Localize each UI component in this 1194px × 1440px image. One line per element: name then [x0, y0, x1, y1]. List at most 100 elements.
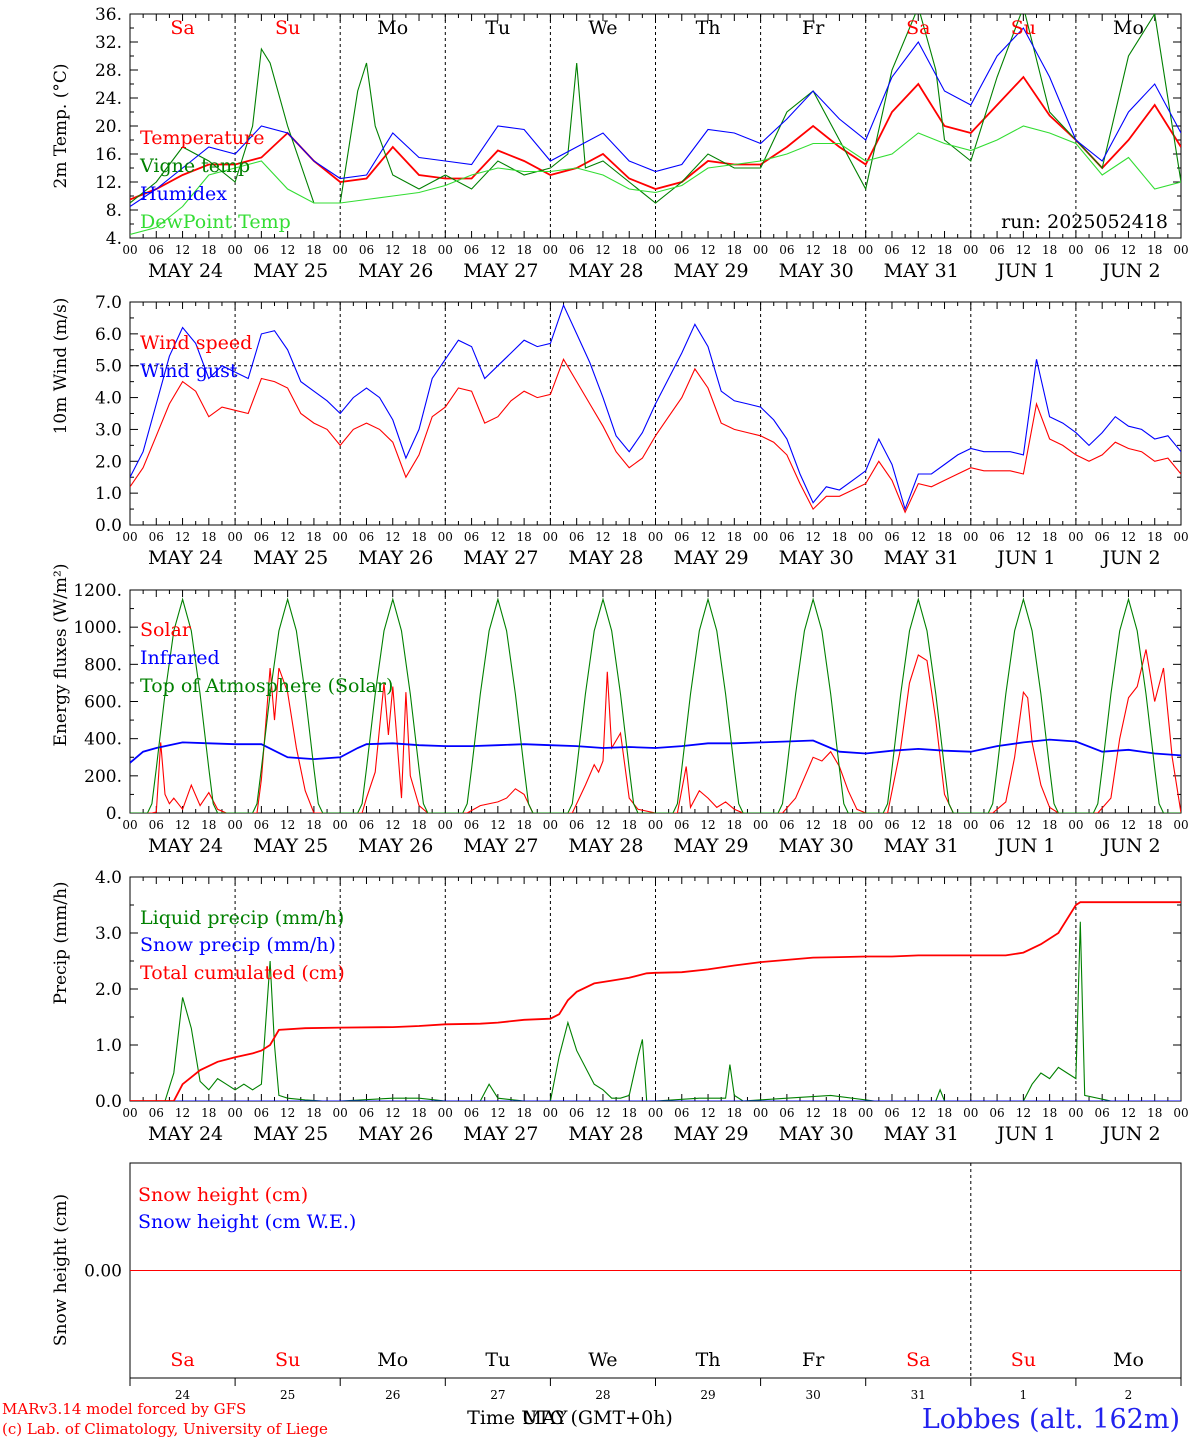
hour-tick-label: 00	[227, 1106, 242, 1120]
hour-tick-label: 06	[464, 1106, 479, 1120]
weekday-label: Th	[696, 17, 721, 39]
hour-tick-label: 06	[359, 818, 374, 832]
series-line-1	[130, 14, 1181, 204]
hour-tick-label: 12	[490, 530, 505, 544]
hour-tick-label: 18	[937, 818, 952, 832]
day-label: MAY 30	[779, 260, 854, 282]
legend-entry: Liquid precip (mm/h)	[140, 907, 344, 929]
legend-entry: Humidex	[140, 183, 227, 205]
hour-tick-label: 18	[1147, 530, 1162, 544]
hour-tick-label: 06	[464, 818, 479, 832]
hour-tick-label: 18	[622, 1106, 637, 1120]
hour-tick-label: 00	[122, 818, 137, 832]
hour-tick-label: 00	[333, 243, 348, 257]
y-tick-label: 20.	[95, 117, 122, 137]
series-group	[130, 303, 1181, 514]
weekday-label: Mo	[1113, 1349, 1144, 1371]
series-line-2	[130, 27, 1181, 207]
hour-tick-label: 00	[1173, 243, 1188, 257]
hour-tick-label: 18	[1147, 243, 1162, 257]
hour-tick-label: 12	[1016, 818, 1031, 832]
hour-tick-label: 06	[464, 530, 479, 544]
hour-tick-label: 18	[937, 1106, 952, 1120]
panel-1: 00 06 12 18 00 06 12 18 00 06 12 18 00 06 12 18 00 06 12 18…	[51, 5, 1189, 282]
legend-entry: Snow height (cm W.E.)	[138, 1211, 356, 1233]
weekday-label: Fr	[802, 17, 825, 39]
weekday-label: Tu	[485, 1349, 510, 1371]
day-label: JUN 1	[995, 835, 1055, 857]
day-label: MAY 30	[779, 547, 854, 569]
series-group	[130, 901, 1181, 1101]
hour-tick-label: 06	[989, 818, 1004, 832]
day-label: MAY 30	[779, 1123, 854, 1145]
hour-tick-label: 12	[911, 818, 926, 832]
hour-tick-label: 12	[385, 1106, 400, 1120]
day-label: JUN 1	[995, 547, 1055, 569]
hour-tick-label: 06	[674, 530, 689, 544]
series-group	[130, 597, 1181, 813]
hour-tick-label: 06	[1095, 818, 1110, 832]
hour-tick-label: 06	[254, 530, 269, 544]
hour-tick-label: 06	[569, 818, 584, 832]
hour-tick-label: 00	[858, 1106, 873, 1120]
weekday-label: We	[588, 1349, 617, 1371]
series-line-2	[130, 597, 1181, 813]
hour-tick-label: 12	[911, 530, 926, 544]
weekday-label: We	[588, 17, 617, 39]
hour-tick-label: 00	[1068, 243, 1083, 257]
hour-tick-label: 00	[648, 530, 663, 544]
hour-tick-label: 18	[727, 243, 742, 257]
y-tick-label: 0.	[106, 804, 122, 824]
hour-tick-label: 18	[516, 243, 531, 257]
hour-tick-label: 18	[411, 530, 426, 544]
hour-tick-label: 00	[543, 243, 558, 257]
hour-tick-label: 06	[464, 243, 479, 257]
y-tick-label: 16.	[95, 145, 122, 165]
day-label: MAY 28	[568, 547, 643, 569]
hour-tick-label: 06	[884, 530, 899, 544]
y-tick-label: 2.0	[95, 452, 122, 472]
hour-tick-label: 06	[1095, 243, 1110, 257]
hour-tick-label: 18	[1042, 818, 1057, 832]
day-label: MAY 24	[148, 260, 223, 282]
hour-tick-label: 18	[1042, 530, 1057, 544]
hour-tick-label: 18	[411, 1106, 426, 1120]
hour-tick-label: 00	[122, 1106, 137, 1120]
y-axis-label: 2m Temp. (°C)	[51, 63, 71, 188]
hour-tick-label: 12	[1121, 1106, 1136, 1120]
hour-tick-label: 06	[359, 530, 374, 544]
day-label: MAY 25	[253, 1123, 328, 1145]
plot-frame	[129, 301, 1182, 526]
hour-tick-label: 12	[385, 818, 400, 832]
hour-tick-label: 06	[254, 818, 269, 832]
hour-tick-label: 12	[490, 818, 505, 832]
hour-tick-label: 18	[832, 1106, 847, 1120]
hour-tick-label: 18	[411, 243, 426, 257]
hour-tick-label: 00	[333, 1106, 348, 1120]
y-tick-label: 1.0	[95, 1036, 122, 1056]
credit-line-2: (c) Lab. of Climatology, University of L…	[2, 1420, 328, 1438]
y-tick-label: 800.	[84, 655, 122, 675]
hour-tick-label: 12	[806, 243, 821, 257]
day-label: MAY 25	[253, 547, 328, 569]
hour-tick-label: 12	[806, 530, 821, 544]
y-tick-label: 4.0	[95, 868, 122, 888]
y-tick-label: 6.0	[95, 325, 122, 345]
hour-tick-label: 00	[122, 530, 137, 544]
weekday-label: Mo	[1113, 17, 1144, 39]
hour-tick-label: 12	[175, 818, 190, 832]
hour-tick-label: 06	[569, 530, 584, 544]
day-label: MAY 24	[148, 1123, 223, 1145]
hour-tick-label: 06	[1095, 530, 1110, 544]
footer-day-number: 29	[700, 1388, 715, 1402]
day-label: MAY 26	[358, 1123, 433, 1145]
y-tick-label: 400.	[84, 730, 122, 750]
hour-tick-label: 06	[779, 243, 794, 257]
y-tick-label: 200.	[84, 767, 122, 787]
footer-day-number: 30	[806, 1388, 821, 1402]
hour-tick-label: 12	[385, 243, 400, 257]
weekday-label: Sa	[170, 17, 194, 39]
series-group	[130, 14, 1181, 236]
hour-tick-label: 18	[1147, 818, 1162, 832]
hour-tick-label: 12	[1121, 243, 1136, 257]
